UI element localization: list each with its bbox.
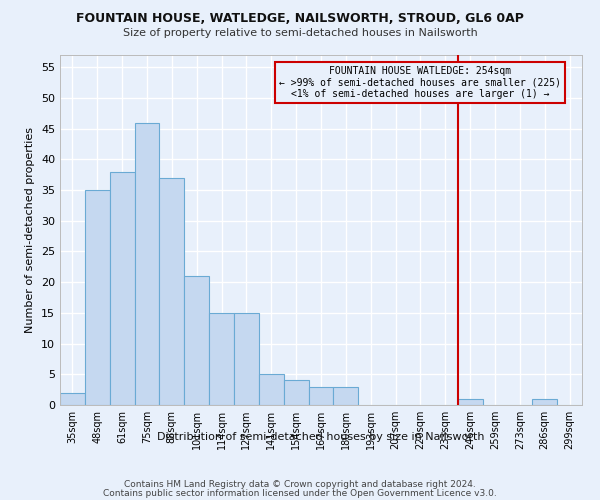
Bar (160, 178, 184, 405)
Bar (60, 392, 85, 405)
Bar (334, 386, 358, 405)
Bar (234, 313, 259, 405)
Bar (532, 399, 557, 405)
Text: Distribution of semi-detached houses by size in Nailsworth: Distribution of semi-detached houses by … (157, 432, 485, 442)
Bar (259, 374, 284, 405)
Y-axis label: Number of semi-detached properties: Number of semi-detached properties (25, 127, 35, 333)
Bar (458, 399, 482, 405)
Bar (308, 386, 334, 405)
Bar (85, 190, 110, 405)
Text: Contains public sector information licensed under the Open Government Licence v3: Contains public sector information licen… (103, 489, 497, 498)
Bar (134, 122, 160, 405)
Text: Contains HM Land Registry data © Crown copyright and database right 2024.: Contains HM Land Registry data © Crown c… (124, 480, 476, 489)
Bar (284, 380, 308, 405)
Bar (184, 276, 209, 405)
Text: Size of property relative to semi-detached houses in Nailsworth: Size of property relative to semi-detach… (122, 28, 478, 38)
Text: FOUNTAIN HOUSE WATLEDGE: 254sqm
← >99% of semi-detached houses are smaller (225): FOUNTAIN HOUSE WATLEDGE: 254sqm ← >99% o… (279, 66, 561, 98)
Text: FOUNTAIN HOUSE, WATLEDGE, NAILSWORTH, STROUD, GL6 0AP: FOUNTAIN HOUSE, WATLEDGE, NAILSWORTH, ST… (76, 12, 524, 26)
Bar (110, 172, 134, 405)
Bar (209, 313, 234, 405)
